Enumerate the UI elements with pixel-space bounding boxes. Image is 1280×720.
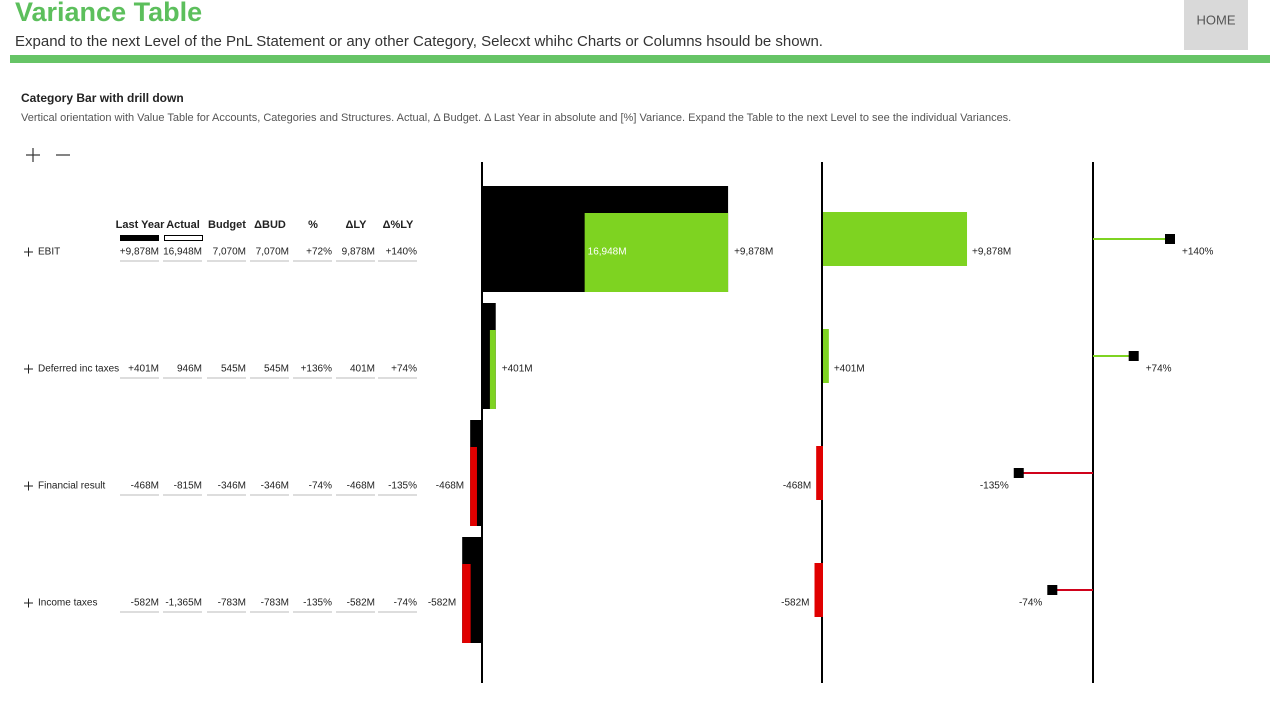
row-label: Deferred inc taxes <box>38 364 119 375</box>
variance-bar <box>489 330 496 409</box>
table-cell: 401M <box>350 364 375 375</box>
lollipop-head <box>1165 234 1175 244</box>
table-cell: -135% <box>303 598 332 609</box>
legend-swatch <box>164 235 203 241</box>
variance-bar <box>584 213 729 292</box>
row-label: Income taxes <box>38 598 97 609</box>
variance-bar <box>470 447 477 526</box>
value-label: +9,878M <box>734 247 773 258</box>
table-cell: -468M <box>131 481 159 492</box>
table-cell: -346M <box>261 481 289 492</box>
column-header: Last Year <box>116 219 165 231</box>
table-cell: -346M <box>218 481 246 492</box>
table-cell: 16,948M <box>163 247 202 258</box>
home-label[interactable]: HOME <box>1197 12 1236 27</box>
variance-bar <box>816 446 823 500</box>
row-label: Financial result <box>38 481 105 492</box>
lollipop-head <box>1047 585 1058 595</box>
column-header: Budget <box>208 219 246 231</box>
table-cell: +136% <box>301 364 333 375</box>
table-cell: 946M <box>177 364 202 375</box>
column-header: % <box>308 219 318 231</box>
value-label: +74% <box>1146 364 1172 375</box>
value-label: -582M <box>428 598 456 609</box>
legend-swatch <box>120 235 159 241</box>
table-cell: +72% <box>306 247 332 258</box>
value-label: +140% <box>1182 247 1214 258</box>
table-cell: +401M <box>128 364 159 375</box>
table-cell: -582M <box>347 598 375 609</box>
page-title: Variance Table <box>15 0 202 27</box>
value-label: +401M <box>502 364 533 375</box>
table-cell: +140% <box>386 247 418 258</box>
table-cell: -74% <box>309 481 332 492</box>
table-cell: -783M <box>261 598 289 609</box>
row-label: EBIT <box>38 247 60 258</box>
table-cell: -783M <box>218 598 246 609</box>
actual-label: 16,948M <box>588 247 627 258</box>
page-subtitle: Expand to the next Level of the PnL Stat… <box>15 33 823 50</box>
table-cell: -74% <box>394 598 417 609</box>
home-button[interactable] <box>1184 0 1248 50</box>
value-label: -582M <box>781 598 809 609</box>
column-header: Actual <box>166 219 200 231</box>
visual-description: Vertical orientation with Value Table fo… <box>21 112 1011 124</box>
table-cell: 545M <box>264 364 289 375</box>
table-cell: 7,070M <box>256 247 289 258</box>
table-cell: -582M <box>131 598 159 609</box>
table-cell: 7,070M <box>213 247 246 258</box>
column-header: ΔBUD <box>254 219 286 231</box>
column-header: Δ%LY <box>383 219 414 231</box>
variance-bar <box>823 329 829 383</box>
expand-controls[interactable] <box>26 148 70 162</box>
table-cell: -1,365M <box>165 598 202 609</box>
value-label: +9,878M <box>972 247 1011 258</box>
table-cell: -135% <box>388 481 417 492</box>
value-label: -468M <box>436 481 464 492</box>
table-cell: -468M <box>347 481 375 492</box>
variance-bar <box>814 563 823 617</box>
table-cell: +9,878M <box>120 247 159 258</box>
table-cell: 545M <box>221 364 246 375</box>
value-label: -468M <box>783 481 811 492</box>
variance-bar <box>823 212 968 266</box>
variance-bar <box>462 564 471 643</box>
lollipop-head <box>1013 468 1024 478</box>
table-cell: -815M <box>174 481 202 492</box>
value-label: -74% <box>1019 598 1042 609</box>
value-label: +401M <box>834 364 865 375</box>
lollipop-head <box>1128 351 1139 361</box>
header-rule <box>10 55 1270 63</box>
visual-title: Category Bar with drill down <box>21 91 184 105</box>
table-cell: 9,878M <box>342 247 375 258</box>
table-cell: +74% <box>391 364 417 375</box>
column-header: ΔLY <box>346 219 368 231</box>
value-label: -135% <box>980 481 1009 492</box>
